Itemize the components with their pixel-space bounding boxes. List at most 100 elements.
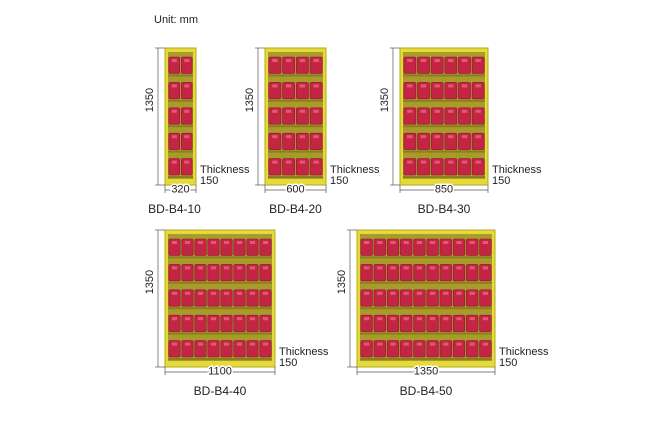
bin-label [475, 160, 481, 164]
bin [282, 56, 295, 74]
shelf [268, 125, 323, 128]
bin [439, 314, 452, 332]
bin-label [184, 266, 191, 270]
bin [471, 158, 485, 176]
bin [246, 238, 259, 256]
bin-label [416, 291, 423, 295]
bin-label [377, 291, 383, 295]
bin [386, 314, 400, 332]
bin [403, 132, 417, 150]
thickness-value: 150 [279, 357, 297, 369]
bin-label [429, 266, 436, 270]
model-name: BD-B4-30 [418, 202, 471, 216]
bin-label [469, 241, 475, 244]
bin [360, 238, 373, 256]
bin-label [469, 317, 475, 321]
bin [373, 289, 386, 307]
bin [181, 82, 193, 100]
bin-label [420, 109, 427, 113]
bin-label [407, 59, 413, 62]
bin-label [482, 266, 489, 270]
bin [246, 340, 259, 358]
bin [309, 158, 323, 176]
bin [452, 264, 466, 282]
shelf [360, 256, 492, 259]
bin-label [299, 59, 306, 62]
bin [220, 264, 233, 282]
bin [233, 264, 246, 282]
bin-label [420, 84, 427, 88]
bin [194, 340, 207, 358]
bin [268, 107, 282, 125]
shelf [168, 256, 272, 259]
bin-label [313, 135, 319, 139]
bin [295, 132, 309, 150]
bin-label [223, 342, 230, 346]
bin-label [461, 84, 468, 88]
bin [417, 158, 430, 176]
bin-label [456, 266, 462, 270]
bin-label [456, 291, 462, 295]
bin-label [197, 342, 204, 346]
bin-label [184, 241, 191, 244]
bin-label [390, 342, 396, 346]
bin-label [363, 291, 370, 295]
bin-label [272, 109, 278, 113]
shelf [403, 74, 485, 77]
bin [207, 289, 220, 307]
bin [373, 264, 386, 282]
bin-label [482, 317, 489, 321]
bin [430, 82, 444, 100]
bin [168, 158, 181, 176]
thickness-label: Thickness [492, 164, 542, 176]
bin [207, 340, 220, 358]
bin-label [429, 342, 436, 346]
bin-label [448, 84, 454, 88]
bin-label [416, 317, 423, 321]
bin [426, 314, 439, 332]
bin [181, 340, 194, 358]
bin-label [262, 291, 269, 295]
bin [246, 264, 259, 282]
bin [373, 340, 386, 358]
bin [181, 314, 194, 332]
bin-label [407, 160, 413, 164]
width-label: 1100 [208, 365, 232, 377]
bin [181, 158, 193, 176]
bin [360, 264, 373, 282]
bin [413, 238, 426, 256]
bin [220, 340, 233, 358]
model-name: BD-B4-20 [269, 202, 322, 216]
bin [181, 132, 193, 150]
height-label: 1350 [144, 270, 156, 294]
bin [479, 238, 492, 256]
bin [259, 340, 272, 358]
bin-label [403, 291, 409, 295]
bin [430, 132, 444, 150]
bin [360, 289, 373, 307]
bin [417, 56, 430, 74]
bin [168, 289, 181, 307]
bin [360, 340, 373, 358]
bin-label [434, 109, 440, 113]
bin-label [262, 342, 269, 346]
height-label: 1350 [144, 88, 156, 112]
bin [268, 158, 282, 176]
bin [458, 82, 471, 100]
bin [233, 340, 246, 358]
bin-label [236, 266, 243, 270]
shelf [168, 176, 193, 178]
shelf [403, 99, 485, 102]
bin-label [285, 160, 292, 164]
bin [466, 264, 479, 282]
bin-label [434, 160, 440, 164]
bin [168, 82, 181, 100]
thickness-label: Thickness [499, 346, 549, 358]
bin [458, 158, 471, 176]
bin [194, 314, 207, 332]
bin-label [443, 317, 449, 321]
bin [168, 264, 181, 282]
bin [309, 56, 323, 74]
bin [373, 238, 386, 256]
bin-label [285, 109, 292, 113]
